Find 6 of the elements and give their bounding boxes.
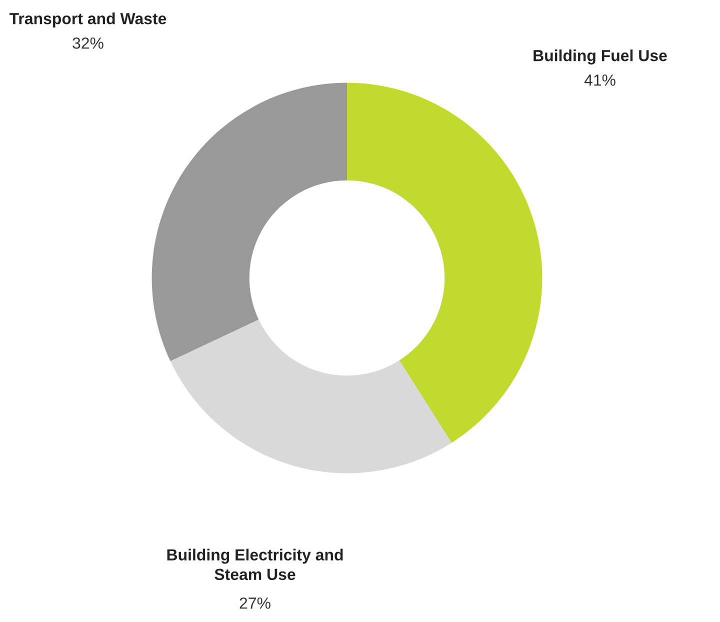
slice-label: Building Electricity and Steam Use [167,548,343,580]
data-label: 41% [584,74,616,86]
data-label: 32% [72,37,104,49]
slice-label: Building Fuel Use [534,50,667,64]
slice-label: Transport and Waste [9,12,166,28]
data-label: 27% [240,597,270,609]
